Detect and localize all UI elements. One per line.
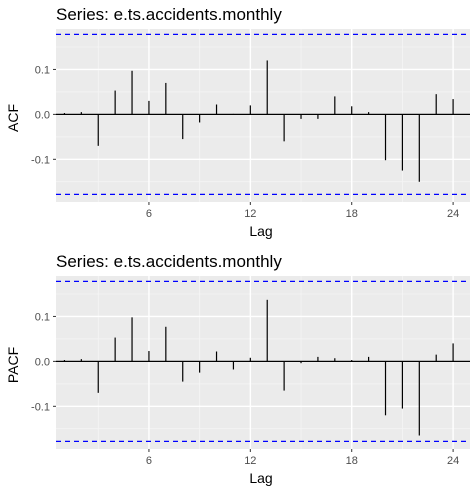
acf-x-tick-label: 18: [346, 208, 358, 220]
pacf-x-tick-label: 12: [244, 455, 256, 467]
acf-y-axis: -0.1 0.0 0.1: [31, 64, 56, 166]
pacf-y-tick-label: 0.1: [35, 311, 50, 323]
acf-x-axis-label: Lag: [249, 223, 272, 239]
pacf-x-axis: 6 12 18 24: [146, 449, 459, 467]
pacf-spikes: [56, 280, 470, 442]
pacf-y-axis: -0.1 0.0 0.1: [31, 311, 56, 413]
acf-spikes: [56, 33, 470, 195]
acf-y-tick-label: -0.1: [31, 154, 50, 166]
acf-y-tick-label: 0.0: [35, 109, 50, 121]
acf-x-axis: 6 12 18 24: [146, 202, 459, 220]
pacf-y-axis-label: PACF: [5, 347, 21, 383]
acf-y-tick-label: 0.1: [35, 64, 50, 76]
acf-x-tick-label: 12: [244, 208, 256, 220]
pacf-plot-panel: [56, 276, 470, 449]
pacf-title: Series: e.ts.accidents.monthly: [56, 252, 282, 271]
acf-x-tick-label: 24: [447, 208, 459, 220]
pacf-x-tick-label: 6: [146, 455, 152, 467]
acf-title: Series: e.ts.accidents.monthly: [56, 5, 282, 24]
acf-chart: Series: e.ts.accidents.monthly -0.1 0.0 0.…: [5, 5, 470, 239]
pacf-x-tick-label: 24: [447, 455, 459, 467]
acf-x-tick-label: 6: [146, 208, 152, 220]
acf-plot-panel: [56, 29, 470, 202]
pacf-x-axis-label: Lag: [249, 470, 272, 486]
pacf-chart: Series: e.ts.accidents.monthly -0.1 0.0 0.…: [5, 252, 470, 486]
pacf-y-tick-label: -0.1: [31, 401, 50, 413]
pacf-x-tick-label: 18: [346, 455, 358, 467]
pacf-y-tick-label: 0.0: [35, 356, 50, 368]
acf-y-axis-label: ACF: [5, 104, 21, 132]
